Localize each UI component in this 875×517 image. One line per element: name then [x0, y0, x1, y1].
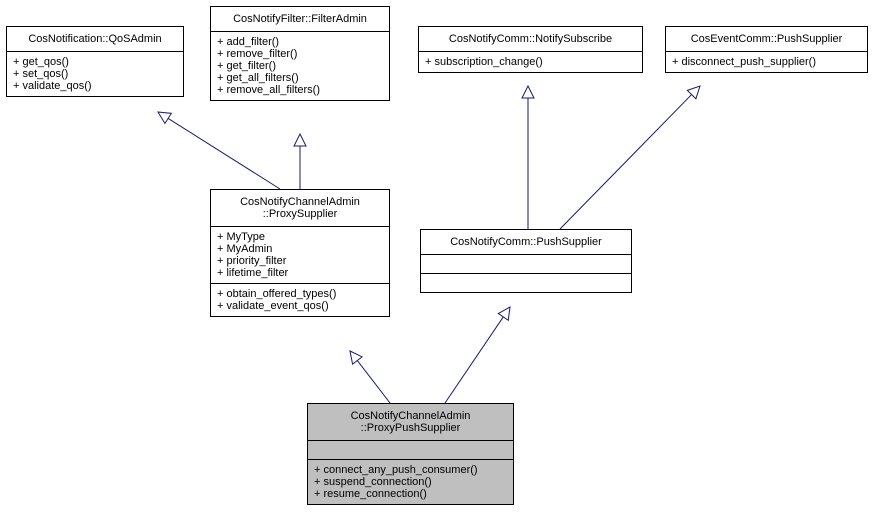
methods-section: + subscription_change()	[419, 51, 642, 72]
class-event-push-supplier: CosEventComm::PushSupplier + disconnect_…	[665, 26, 868, 73]
methods-section: + disconnect_push_supplier()	[666, 51, 867, 72]
methods-section	[421, 273, 631, 292]
class-title: CosNotification::QoSAdmin	[7, 27, 183, 51]
class-title: CosNotifyFilter::FilterAdmin	[211, 7, 389, 31]
class-proxy-supplier: CosNotifyChannelAdmin ::ProxySupplier + …	[210, 189, 390, 317]
methods-section: + connect_any_push_consumer() + suspend_…	[308, 459, 513, 504]
attrs-section: + MyType + MyAdmin + priority_filter + l…	[211, 226, 389, 283]
attrs-section	[421, 254, 631, 273]
class-title: CosNotifyComm::PushSupplier	[421, 230, 631, 254]
class-filter-admin: CosNotifyFilter::FilterAdmin + add_filte…	[210, 6, 390, 101]
class-proxy-push-supplier: CosNotifyChannelAdmin ::ProxyPushSupplie…	[307, 403, 514, 505]
methods-section: + add_filter() + remove_filter() + get_f…	[211, 31, 389, 100]
class-qos-admin: CosNotification::QoSAdmin + get_qos() + …	[6, 26, 184, 97]
methods-section: + get_qos() + set_qos() + validate_qos()	[7, 51, 183, 96]
attrs-section	[308, 440, 513, 459]
class-title: CosNotifyChannelAdmin ::ProxySupplier	[211, 190, 389, 226]
class-title: CosEventComm::PushSupplier	[666, 27, 867, 51]
methods-section: + obtain_offered_types() + validate_even…	[211, 283, 389, 316]
class-title: CosNotifyComm::NotifySubscribe	[419, 27, 642, 51]
class-cn-push-supplier: CosNotifyComm::PushSupplier	[420, 229, 632, 293]
class-notify-subscribe: CosNotifyComm::NotifySubscribe + subscri…	[418, 26, 643, 73]
class-title: CosNotifyChannelAdmin ::ProxyPushSupplie…	[308, 404, 513, 440]
